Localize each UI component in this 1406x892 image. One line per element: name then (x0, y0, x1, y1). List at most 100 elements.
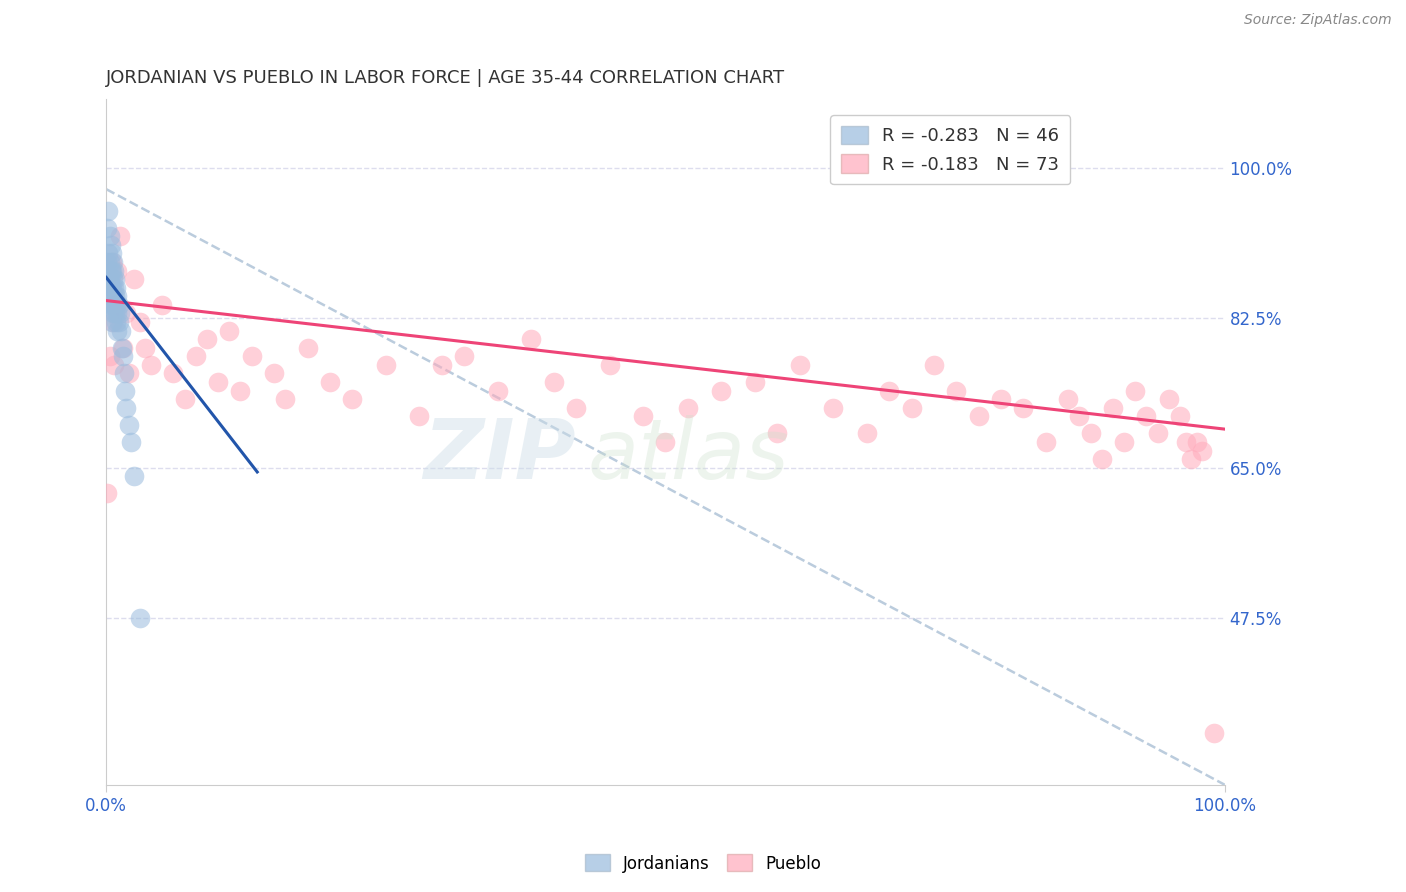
Point (240, 349, 263, 363)
Point (100, 298, 122, 312)
Point (139, 358, 162, 372)
Point (945, 384, 967, 398)
Point (676, 401, 699, 415)
Point (107, 306, 129, 320)
Point (1185, 434, 1208, 449)
Text: atlas: atlas (588, 415, 789, 496)
Point (110, 324, 132, 338)
Point (107, 289, 129, 303)
Point (408, 409, 430, 424)
Point (710, 384, 733, 398)
Point (104, 272, 127, 286)
Point (105, 298, 128, 312)
Point (599, 358, 621, 372)
Point (115, 306, 138, 320)
Point (100, 263, 122, 277)
Point (101, 246, 124, 260)
Point (105, 298, 128, 312)
Point (274, 392, 297, 406)
Point (1180, 452, 1202, 467)
Point (319, 375, 342, 389)
Point (1202, 726, 1225, 740)
Point (263, 367, 285, 381)
Point (97, 246, 120, 260)
Point (101, 306, 124, 320)
Point (103, 263, 125, 277)
Point (98, 229, 121, 244)
Point (744, 375, 766, 389)
Point (297, 341, 319, 355)
Point (150, 298, 173, 312)
Point (1174, 434, 1197, 449)
Point (1157, 392, 1180, 406)
Point (128, 610, 150, 624)
Point (229, 384, 252, 398)
Point (900, 401, 922, 415)
Point (98, 255, 121, 269)
Point (96, 486, 118, 500)
Point (520, 332, 543, 346)
Point (112, 367, 135, 381)
Point (877, 384, 900, 398)
Point (103, 358, 125, 372)
Point (98, 349, 121, 363)
Point (967, 409, 990, 424)
Point (1102, 401, 1125, 415)
Point (111, 349, 134, 363)
Point (453, 349, 475, 363)
Point (101, 272, 124, 286)
Point (1191, 443, 1213, 458)
Point (108, 306, 131, 320)
Point (486, 384, 509, 398)
Point (823, 401, 845, 415)
Point (1035, 434, 1057, 449)
Point (98, 272, 121, 286)
Point (101, 255, 124, 269)
Point (922, 358, 945, 372)
Point (128, 315, 150, 329)
Point (631, 409, 654, 424)
Point (101, 281, 124, 295)
Point (374, 358, 396, 372)
Legend: Jordanians, Pueblo: Jordanians, Pueblo (578, 847, 828, 880)
Point (98, 289, 121, 303)
Point (97, 203, 120, 218)
Point (1168, 409, 1191, 424)
Point (990, 392, 1012, 406)
Point (111, 341, 134, 355)
Text: ZIP: ZIP (423, 415, 576, 496)
Point (101, 298, 124, 312)
Point (111, 341, 134, 355)
Point (101, 289, 124, 303)
Text: Source: ZipAtlas.com: Source: ZipAtlas.com (1244, 13, 1392, 28)
Text: JORDANIAN VS PUEBLO IN LABOR FORCE | AGE 35-44 CORRELATION CHART: JORDANIAN VS PUEBLO IN LABOR FORCE | AGE… (107, 69, 786, 87)
Point (195, 332, 218, 346)
Point (1012, 401, 1035, 415)
Point (173, 392, 195, 406)
Point (1146, 426, 1168, 441)
Point (101, 263, 124, 277)
Point (117, 417, 139, 432)
Point (104, 306, 127, 320)
Point (107, 324, 129, 338)
Point (430, 358, 453, 372)
Point (207, 375, 229, 389)
Point (1091, 452, 1114, 467)
Point (120, 434, 142, 449)
Point (565, 401, 588, 415)
Legend: R = -0.283   N = 46, R = -0.183   N = 73: R = -0.283 N = 46, R = -0.183 N = 73 (830, 115, 1070, 185)
Point (162, 367, 184, 381)
Point (122, 469, 145, 483)
Point (100, 238, 122, 252)
Point (1123, 384, 1146, 398)
Point (101, 315, 124, 329)
Point (105, 315, 128, 329)
Point (107, 315, 129, 329)
Point (107, 263, 129, 277)
Point (184, 349, 207, 363)
Point (107, 298, 129, 312)
Point (105, 281, 128, 295)
Point (766, 426, 789, 441)
Point (218, 324, 240, 338)
Point (100, 289, 122, 303)
